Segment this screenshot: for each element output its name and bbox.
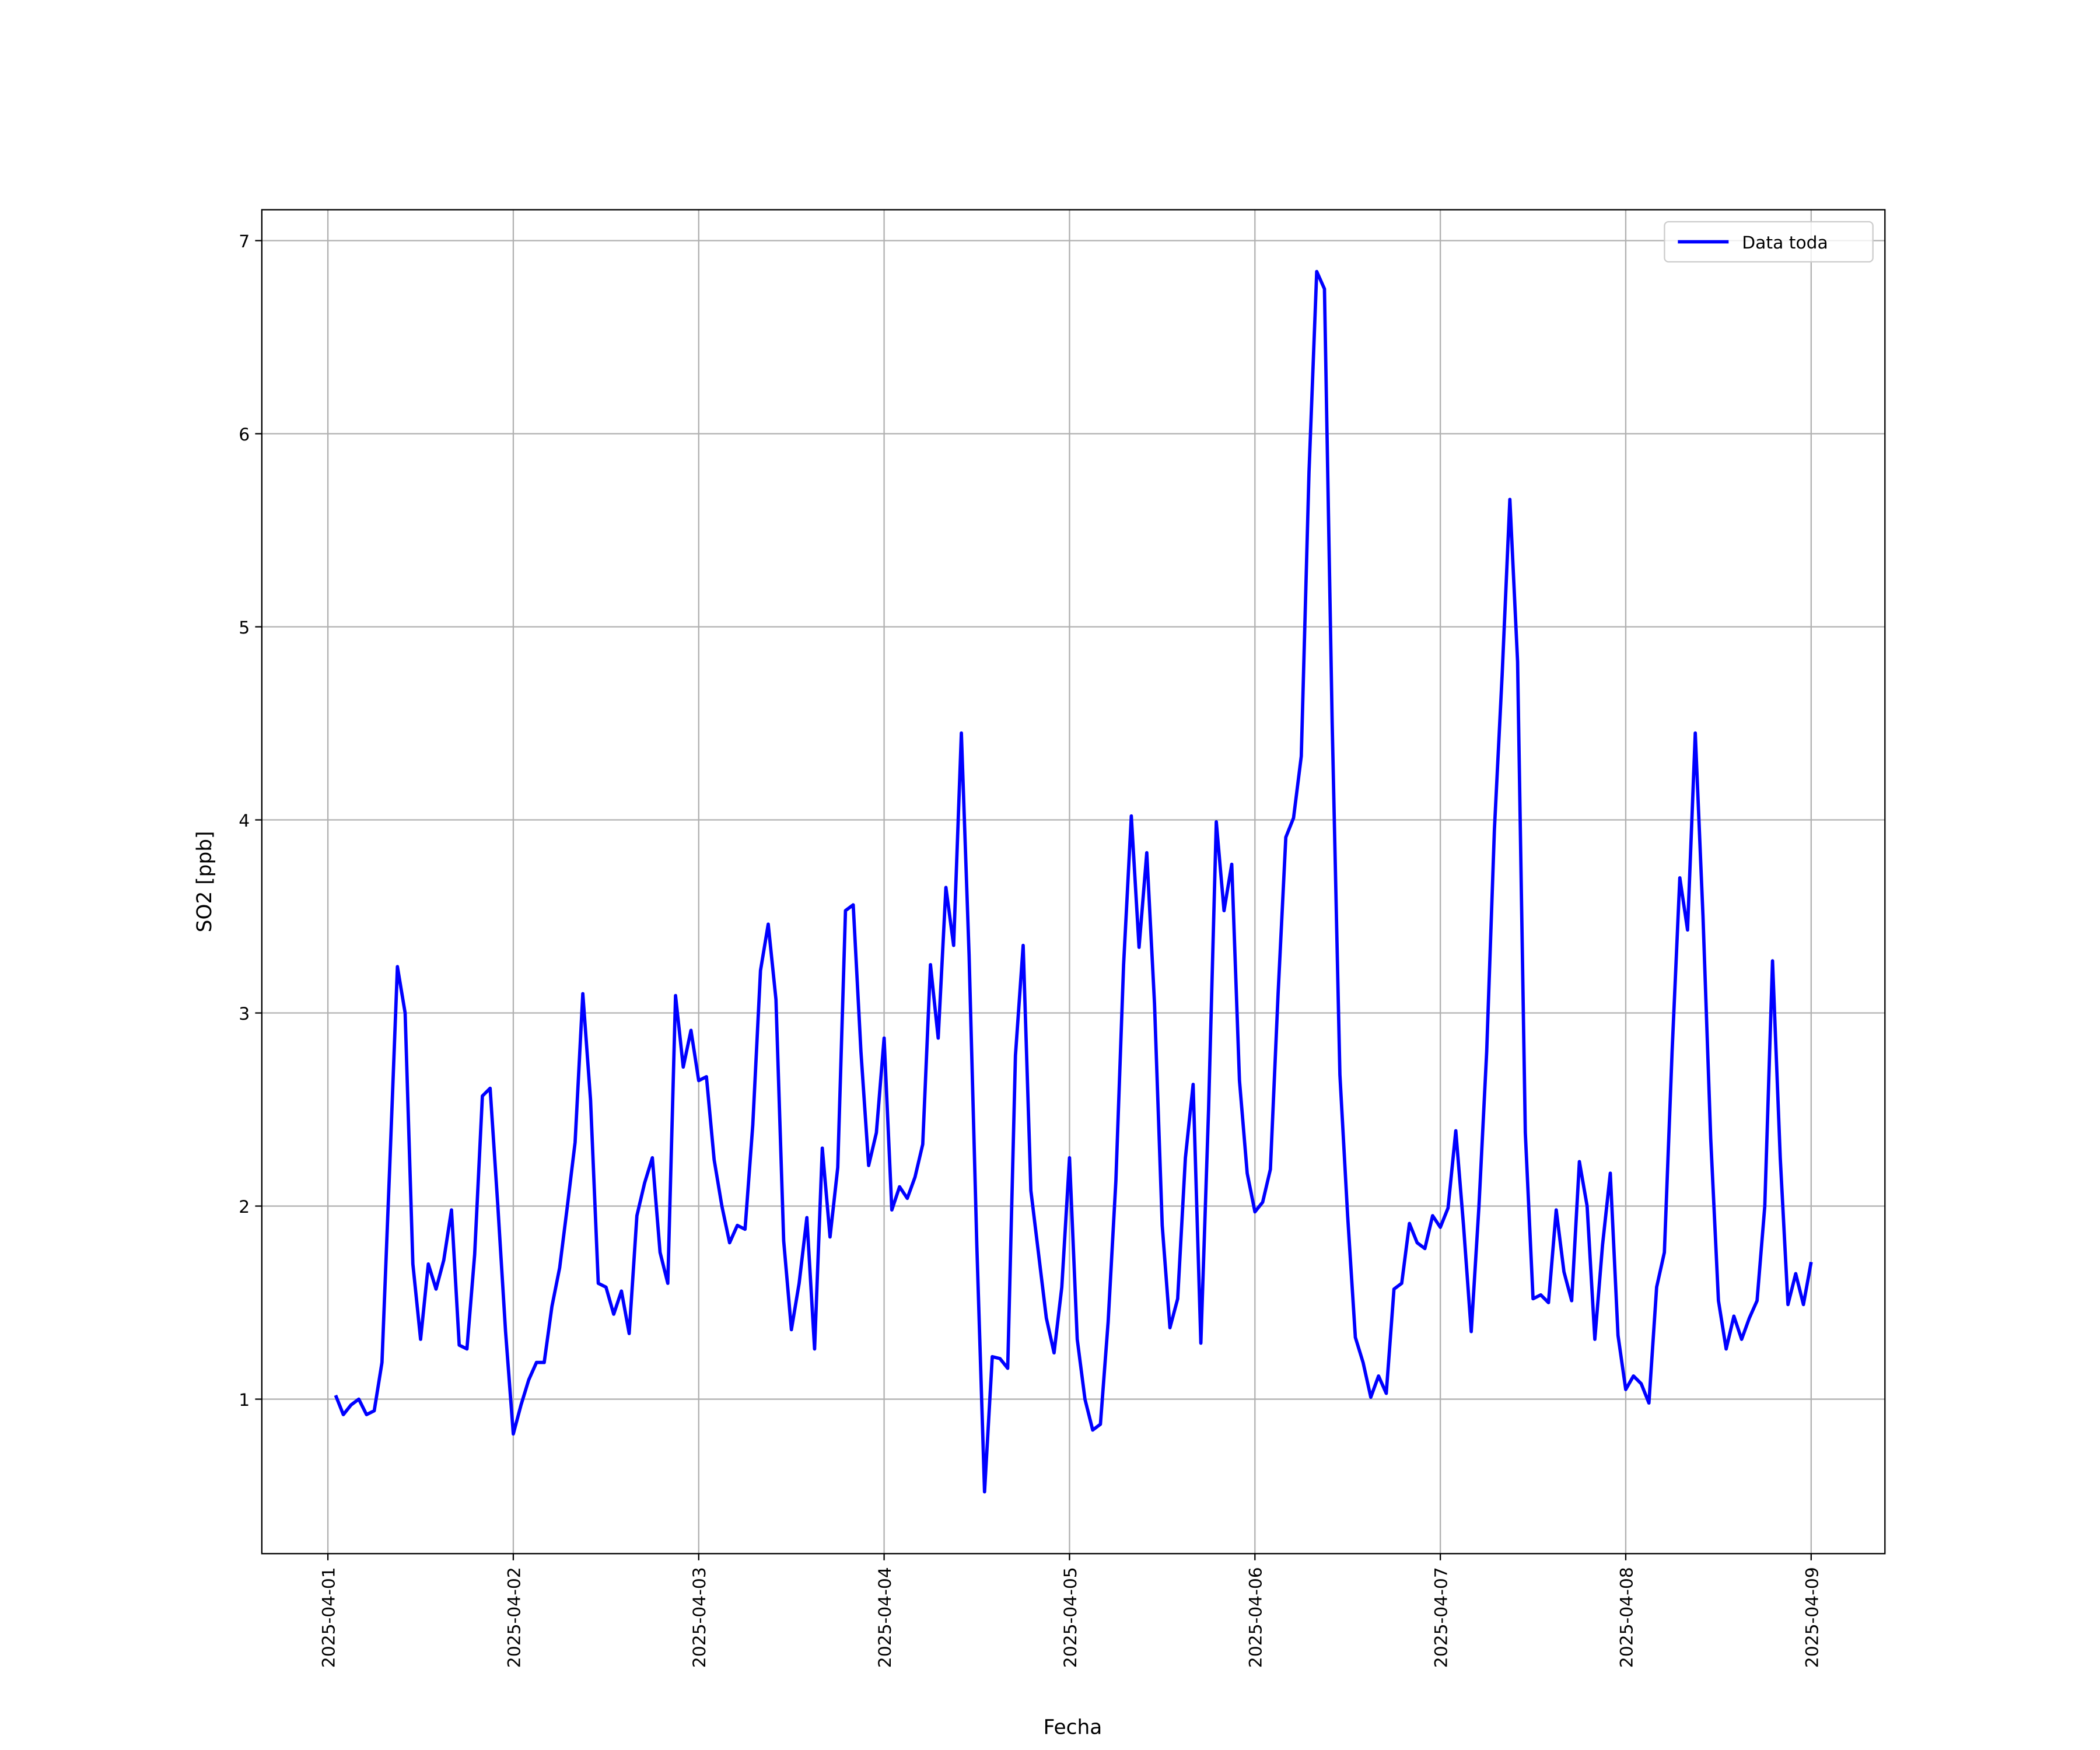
x-tick-label: 2025-04-07 xyxy=(1432,1567,1452,1668)
legend: Data toda xyxy=(1664,221,1874,262)
x-tick-label: 2025-04-01 xyxy=(319,1567,340,1668)
y-axis-label: SO2 [ppb] xyxy=(193,831,216,933)
x-tick-label: 2025-04-06 xyxy=(1246,1567,1266,1668)
x-axis-label: Fecha xyxy=(1044,1716,1102,1740)
y-tick-label: 1 xyxy=(239,1390,250,1410)
x-tick-label: 2025-04-04 xyxy=(875,1567,895,1668)
y-tick-label: 5 xyxy=(239,618,250,638)
legend-box xyxy=(1664,221,1874,262)
x-tick-label: 2025-04-08 xyxy=(1616,1567,1637,1668)
y-tick-label: 7 xyxy=(239,232,250,252)
x-tick-label: 2025-04-05 xyxy=(1060,1567,1081,1668)
x-tick-label: 2025-04-02 xyxy=(504,1567,524,1668)
legend-label: Data toda xyxy=(1742,233,1828,253)
y-tick-label: 4 xyxy=(239,811,250,831)
data-line xyxy=(334,270,1813,1494)
y-tick-label: 3 xyxy=(239,1004,250,1024)
y-tick-label: 6 xyxy=(239,425,250,445)
y-tick-label: 2 xyxy=(239,1197,250,1217)
plot-frame xyxy=(261,209,1886,1555)
x-tick-label: 2025-04-09 xyxy=(1802,1567,1822,1668)
x-tick-label: 2025-04-03 xyxy=(690,1567,710,1668)
